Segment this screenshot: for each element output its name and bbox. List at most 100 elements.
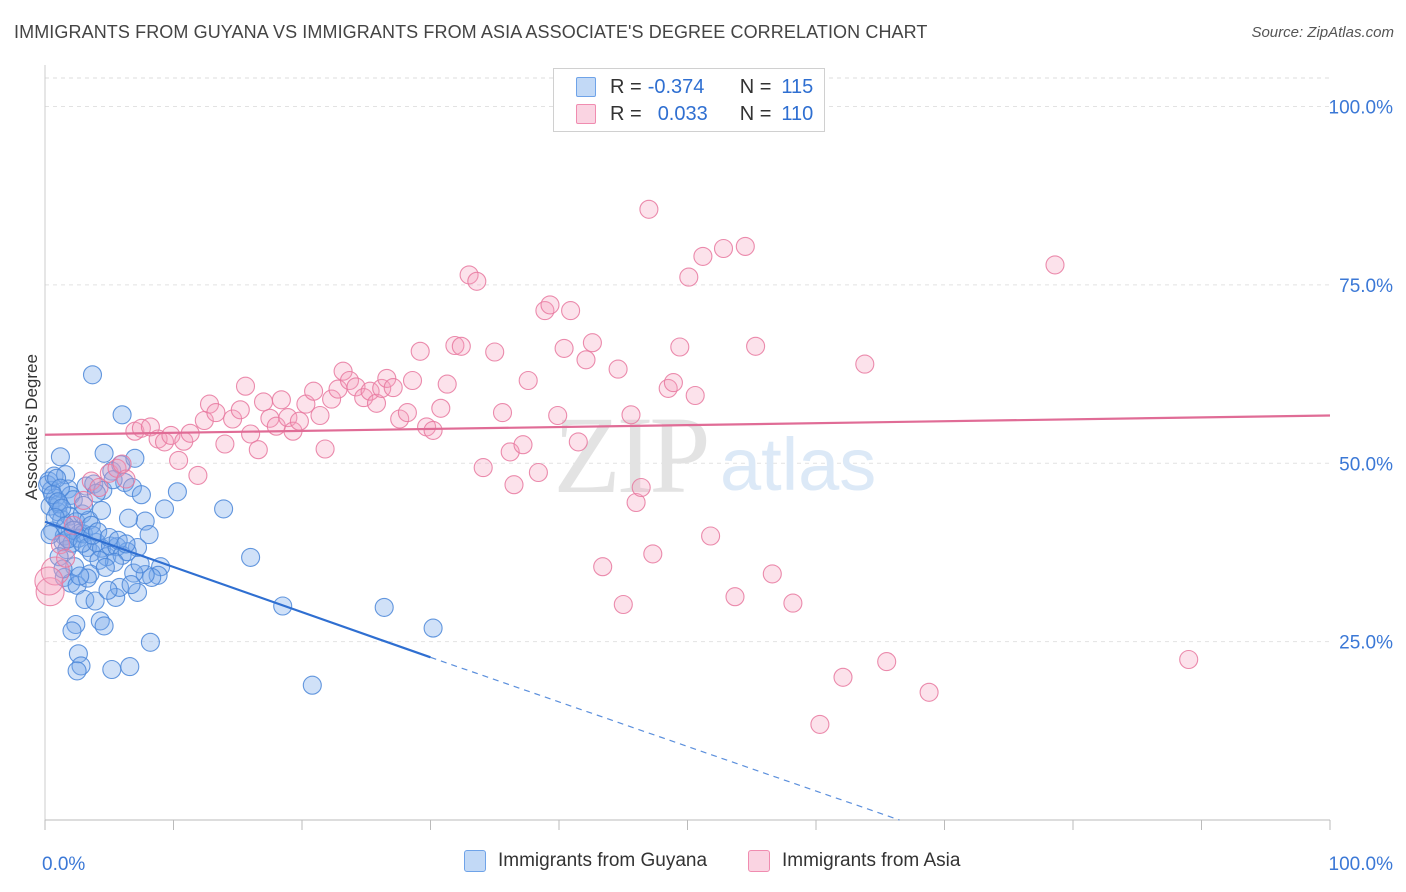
point-asia (81, 471, 101, 491)
point-guyana (374, 597, 394, 617)
x-tick-label-start: 0.0% (42, 854, 85, 875)
watermark: ZIP atlas (554, 394, 877, 516)
y-tick-label: 25.0% (1339, 633, 1393, 654)
point-asia (576, 350, 596, 370)
point-asia (663, 373, 683, 393)
point-asia (56, 548, 76, 568)
point-asia (304, 381, 324, 401)
point-guyana (82, 365, 103, 385)
point-asia (643, 544, 663, 564)
point-asia (445, 335, 465, 356)
point-asia (241, 424, 261, 444)
point-guyana (62, 621, 82, 641)
point-guyana (89, 550, 109, 570)
point-guyana (121, 575, 141, 595)
point-guyana (85, 591, 105, 611)
point-guyana (125, 448, 145, 468)
point-asia (333, 361, 353, 381)
series-legend-label: Immigrants from Guyana (498, 850, 708, 871)
point-asia (459, 265, 479, 285)
point-asia (554, 338, 574, 358)
point-asia (528, 462, 548, 483)
point-asia (188, 465, 208, 485)
point-asia (535, 301, 555, 321)
point-asia (140, 417, 160, 437)
series-asia-points (34, 199, 1199, 734)
point-guyana (50, 447, 70, 467)
point-guyana (302, 675, 322, 695)
point-asia (639, 199, 659, 219)
point-asia (513, 435, 533, 455)
legend-r-label: R = (610, 102, 642, 125)
point-asia (670, 337, 690, 357)
point-asia (410, 341, 430, 361)
point-asia (658, 378, 678, 398)
series-legend-guyana: Immigrants from Guyana (464, 850, 707, 872)
legend-swatch-asia (576, 104, 596, 124)
point-asia (253, 392, 274, 412)
point-asia (467, 271, 487, 291)
point-asia (561, 301, 581, 321)
point-asia (518, 370, 538, 391)
point-guyana (98, 580, 118, 600)
point-asia (377, 368, 397, 388)
point-guyana (70, 566, 90, 586)
point-asia (383, 378, 403, 398)
point-asia (725, 587, 745, 607)
point-asia (548, 405, 568, 426)
legend-swatch-guyana (576, 77, 596, 97)
point-asia (621, 405, 641, 425)
point-guyana (214, 499, 234, 519)
point-asia (626, 492, 646, 513)
trend-lines (44, 414, 1331, 821)
point-guyana (68, 644, 88, 664)
point-guyana (49, 547, 69, 567)
point-asia (431, 398, 451, 418)
point-guyana (140, 632, 160, 652)
point-asia (289, 411, 309, 431)
point-guyana (94, 616, 114, 636)
point-asia (473, 458, 493, 478)
point-asia (855, 354, 875, 374)
point-asia (582, 333, 602, 353)
x-tick-label-end: 100.0% (1329, 854, 1394, 875)
point-asia (366, 393, 387, 413)
point-guyana (167, 482, 187, 502)
point-asia (89, 477, 109, 498)
point-asia (230, 400, 250, 420)
point-asia (877, 652, 897, 672)
point-guyana (131, 485, 151, 505)
series-legend-label: Immigrants from Asia (782, 850, 961, 871)
point-asia (346, 377, 366, 397)
point-asia (423, 420, 443, 440)
point-guyana (52, 498, 72, 518)
point-asia (322, 389, 342, 409)
point-guyana (109, 577, 130, 597)
legend-r-value: -0.374 (647, 75, 705, 98)
watermark-zip: ZIP (554, 394, 707, 516)
y-tick-label: 100.0% (1329, 98, 1394, 119)
point-asia (215, 434, 235, 454)
point-asia (390, 409, 410, 429)
series-legend: Immigrants from Guyana Immigrants from A… (0, 850, 1406, 878)
legend-n-value: 110 (781, 102, 814, 125)
point-asia (679, 267, 699, 287)
series-legend-swatch-guyana (464, 850, 486, 872)
legend: R = -0.374 N = 115 R = 0.033 N = 110 (553, 68, 825, 132)
point-asia (402, 370, 423, 391)
point-asia (235, 376, 256, 396)
point-guyana (94, 443, 114, 463)
point-asia (169, 450, 189, 470)
point-asia (248, 440, 268, 460)
trend-line-guyana (44, 520, 431, 659)
point-guyana (106, 587, 126, 607)
point-guyana (124, 563, 144, 583)
point-asia (713, 238, 734, 259)
point-asia (437, 374, 457, 394)
point-guyana (102, 659, 122, 680)
point-asia (810, 714, 830, 734)
point-asia (608, 359, 628, 379)
point-asia (685, 385, 705, 406)
point-asia (762, 564, 782, 584)
legend-n-value: 115 (781, 75, 814, 98)
